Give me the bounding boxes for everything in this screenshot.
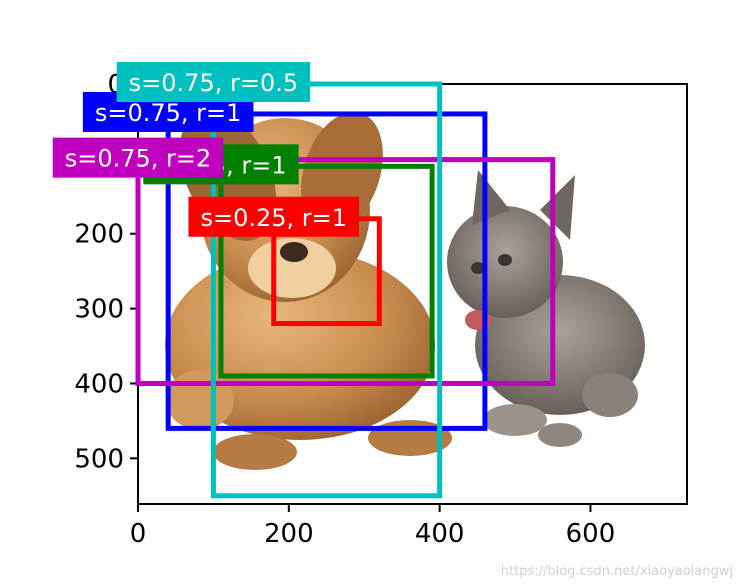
box-label: s=0.25, r=1 <box>188 196 360 237</box>
box-label-text: s=0.75, r=2 <box>65 145 212 173</box>
box-label: s=0.75, r=0.5 <box>116 62 311 102</box>
bounding-box <box>165 111 488 431</box>
box-label: s=0.75, r=2 <box>52 137 224 178</box>
box-label-background <box>116 62 311 102</box>
bounding-box <box>218 163 435 379</box>
box-labels: s=0.75, r=1s=0.5, r=1s=0.25, r=1s=0.75, … <box>52 62 360 237</box>
bounding-box <box>135 157 556 386</box>
y-tick-label: 500 <box>74 444 124 474</box>
box-label-background <box>52 137 224 178</box>
watermark-text: https://blog.csdn.net/xiaoyaolangwj <box>500 564 733 579</box>
box-label-text: s=0.75, r=0.5 <box>129 69 298 97</box>
y-tick-label: 200 <box>74 220 124 250</box>
x-tick-label: 600 <box>566 519 616 549</box>
cat-illustration <box>447 170 645 447</box>
bounding-box <box>210 81 443 499</box>
y-tick-label: 300 <box>74 295 124 325</box>
box-label-text: s=0.75, r=1 <box>95 99 242 127</box>
x-tick-label: 0 <box>130 519 147 549</box>
box-label-text: s=0.25, r=1 <box>200 204 347 232</box>
bounding-boxes <box>135 81 556 499</box>
x-tick-label: 200 <box>264 519 314 549</box>
x-axis: 0 200 400 600 <box>130 504 616 549</box>
box-label-background <box>188 196 360 237</box>
y-tick-label: 400 <box>74 369 124 399</box>
x-tick-label: 400 <box>415 519 465 549</box>
